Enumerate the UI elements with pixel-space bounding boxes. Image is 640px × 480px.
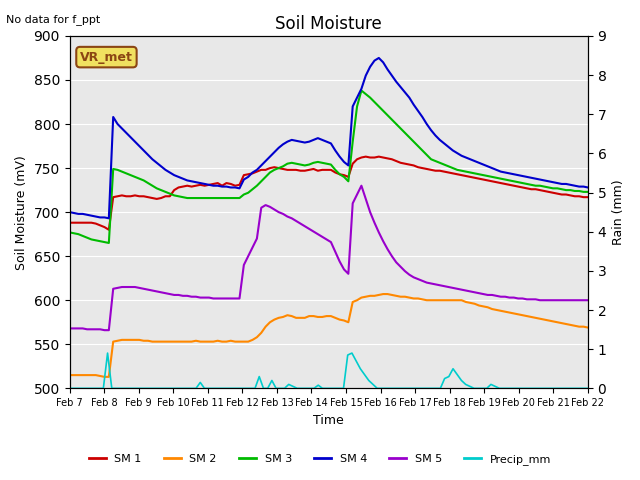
Precip_mm xyxy=(584,385,592,391)
SM 3 xyxy=(575,188,583,194)
SM 2 xyxy=(358,295,365,300)
SM 2 xyxy=(575,324,583,330)
SM 1 xyxy=(179,184,187,190)
SM 1 xyxy=(66,220,74,226)
SM 5 xyxy=(66,325,74,331)
SM 5 xyxy=(179,293,187,299)
Title: Soil Moisture: Soil Moisture xyxy=(275,15,382,33)
SM 5 xyxy=(584,297,592,303)
SM 2 xyxy=(431,297,439,303)
Line: Precip_mm: Precip_mm xyxy=(70,353,588,388)
X-axis label: Time: Time xyxy=(314,414,344,427)
SM 1 xyxy=(575,193,583,199)
SM 3 xyxy=(484,173,492,179)
SM 2 xyxy=(584,324,592,330)
Text: VR_met: VR_met xyxy=(80,50,133,64)
Text: No data for f_ppt: No data for f_ppt xyxy=(6,14,100,25)
SM 3 xyxy=(362,91,370,97)
SM 2 xyxy=(100,374,108,380)
SM 3 xyxy=(179,194,187,200)
SM 2 xyxy=(380,291,387,297)
Precip_mm xyxy=(167,385,175,391)
Precip_mm xyxy=(70,385,77,391)
Legend: SM 1, SM 2, SM 3, SM 4, SM 5, Precip_mm: SM 1, SM 2, SM 3, SM 4, SM 5, Precip_mm xyxy=(84,450,556,469)
SM 3 xyxy=(431,158,439,164)
Y-axis label: Soil Moisture (mV): Soil Moisture (mV) xyxy=(15,155,28,269)
Precip_mm xyxy=(66,385,74,391)
SM 2 xyxy=(209,339,217,345)
SM 5 xyxy=(100,327,108,333)
SM 1 xyxy=(484,178,492,183)
SM 4 xyxy=(584,185,592,191)
SM 1 xyxy=(105,227,113,233)
SM 1 xyxy=(362,154,370,159)
Precip_mm xyxy=(221,385,229,391)
Line: SM 3: SM 3 xyxy=(70,91,588,243)
SM 4 xyxy=(575,184,583,190)
SM 4 xyxy=(358,86,365,92)
Precip_mm xyxy=(298,385,305,391)
SM 3 xyxy=(584,189,592,195)
Line: SM 2: SM 2 xyxy=(70,294,588,377)
SM 3 xyxy=(105,240,113,246)
SM 1 xyxy=(358,155,365,160)
SM 4 xyxy=(105,216,113,221)
SM 1 xyxy=(584,194,592,200)
SM 4 xyxy=(209,183,217,189)
SM 5 xyxy=(358,183,365,189)
SM 2 xyxy=(66,372,74,378)
SM 4 xyxy=(375,55,383,61)
SM 5 xyxy=(362,196,370,202)
SM 5 xyxy=(431,281,439,287)
Line: SM 1: SM 1 xyxy=(70,156,588,230)
SM 1 xyxy=(431,168,439,174)
SM 5 xyxy=(484,292,492,298)
Precip_mm xyxy=(99,385,107,391)
Precip_mm xyxy=(369,382,377,387)
SM 1 xyxy=(209,181,217,187)
SM 4 xyxy=(431,132,439,138)
Y-axis label: Rain (mm): Rain (mm) xyxy=(612,180,625,245)
SM 5 xyxy=(575,297,583,303)
Line: SM 5: SM 5 xyxy=(70,186,588,330)
SM 2 xyxy=(179,339,187,345)
SM 4 xyxy=(484,164,492,169)
Precip_mm xyxy=(104,350,111,356)
SM 4 xyxy=(179,176,187,181)
SM 4 xyxy=(66,209,74,215)
SM 3 xyxy=(358,88,365,94)
SM 2 xyxy=(484,304,492,310)
SM 5 xyxy=(209,296,217,301)
SM 3 xyxy=(209,195,217,201)
Line: SM 4: SM 4 xyxy=(70,58,588,218)
SM 3 xyxy=(66,229,74,235)
